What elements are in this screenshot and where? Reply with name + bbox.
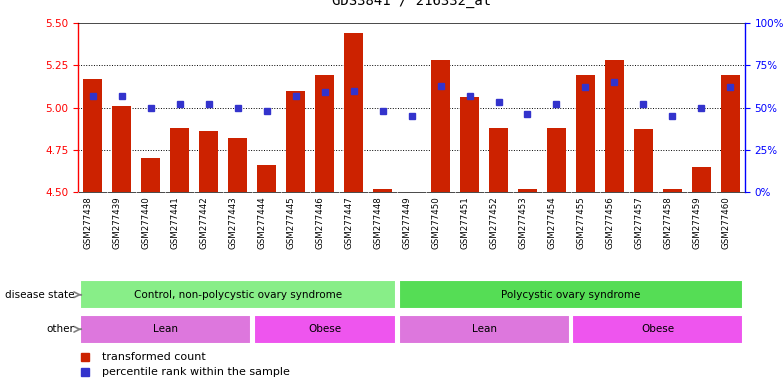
Text: GSM277456: GSM277456 <box>605 196 615 249</box>
Bar <box>112 106 131 192</box>
Text: GSM277454: GSM277454 <box>547 196 557 249</box>
Text: GSM277442: GSM277442 <box>200 196 209 249</box>
Bar <box>547 128 566 192</box>
Text: disease state: disease state <box>5 290 74 300</box>
Bar <box>80 280 396 310</box>
Bar <box>199 131 218 192</box>
Text: GDS3841 / 216332_at: GDS3841 / 216332_at <box>332 0 491 8</box>
Bar <box>344 33 363 192</box>
Text: GSM277444: GSM277444 <box>258 196 267 249</box>
Bar <box>228 138 247 192</box>
Text: GSM277453: GSM277453 <box>518 196 528 249</box>
Text: Control, non-polycystic ovary syndrome: Control, non-polycystic ovary syndrome <box>134 290 342 300</box>
Text: GSM277459: GSM277459 <box>692 196 702 249</box>
Text: GSM277448: GSM277448 <box>374 196 383 249</box>
Text: GSM277443: GSM277443 <box>229 196 238 249</box>
Text: percentile rank within the sample: percentile rank within the sample <box>102 367 289 377</box>
Text: GSM277455: GSM277455 <box>576 196 586 249</box>
Bar <box>489 128 508 192</box>
Text: GSM277440: GSM277440 <box>142 196 151 249</box>
Bar <box>634 129 653 192</box>
Bar <box>572 314 743 344</box>
Text: Polycystic ovary syndrome: Polycystic ovary syndrome <box>501 290 641 300</box>
Text: GSM277441: GSM277441 <box>171 196 180 249</box>
Bar <box>431 60 450 192</box>
Text: GSM277457: GSM277457 <box>634 196 644 249</box>
Bar <box>373 189 392 192</box>
Bar <box>257 165 276 192</box>
Bar <box>692 167 711 192</box>
Bar <box>398 314 569 344</box>
Text: Obese: Obese <box>641 324 674 334</box>
Bar <box>721 75 740 192</box>
Bar <box>254 314 396 344</box>
Bar <box>315 75 334 192</box>
Text: GSM277449: GSM277449 <box>403 196 412 249</box>
Bar <box>170 128 189 192</box>
Bar <box>518 189 537 192</box>
Bar <box>576 75 595 192</box>
Text: GSM277452: GSM277452 <box>489 196 499 249</box>
Text: GSM277438: GSM277438 <box>84 196 93 249</box>
Text: GSM277447: GSM277447 <box>345 196 354 249</box>
Text: GSM277446: GSM277446 <box>316 196 325 249</box>
Text: GSM277439: GSM277439 <box>113 196 122 249</box>
Bar <box>83 79 102 192</box>
Bar <box>286 91 305 192</box>
Text: GSM277458: GSM277458 <box>663 196 673 249</box>
Bar <box>605 60 624 192</box>
Text: Lean: Lean <box>153 324 178 334</box>
Text: GSM277445: GSM277445 <box>287 196 296 249</box>
Bar <box>80 314 251 344</box>
Bar <box>460 98 479 192</box>
Text: GSM277460: GSM277460 <box>721 196 731 249</box>
Text: Obese: Obese <box>308 324 341 334</box>
Bar <box>398 280 743 310</box>
Text: other: other <box>46 324 74 334</box>
Text: GSM277450: GSM277450 <box>431 196 441 249</box>
Bar <box>663 189 682 192</box>
Text: Lean: Lean <box>471 324 496 334</box>
Text: transformed count: transformed count <box>102 352 205 362</box>
Text: GSM277451: GSM277451 <box>460 196 470 249</box>
Bar <box>141 158 160 192</box>
